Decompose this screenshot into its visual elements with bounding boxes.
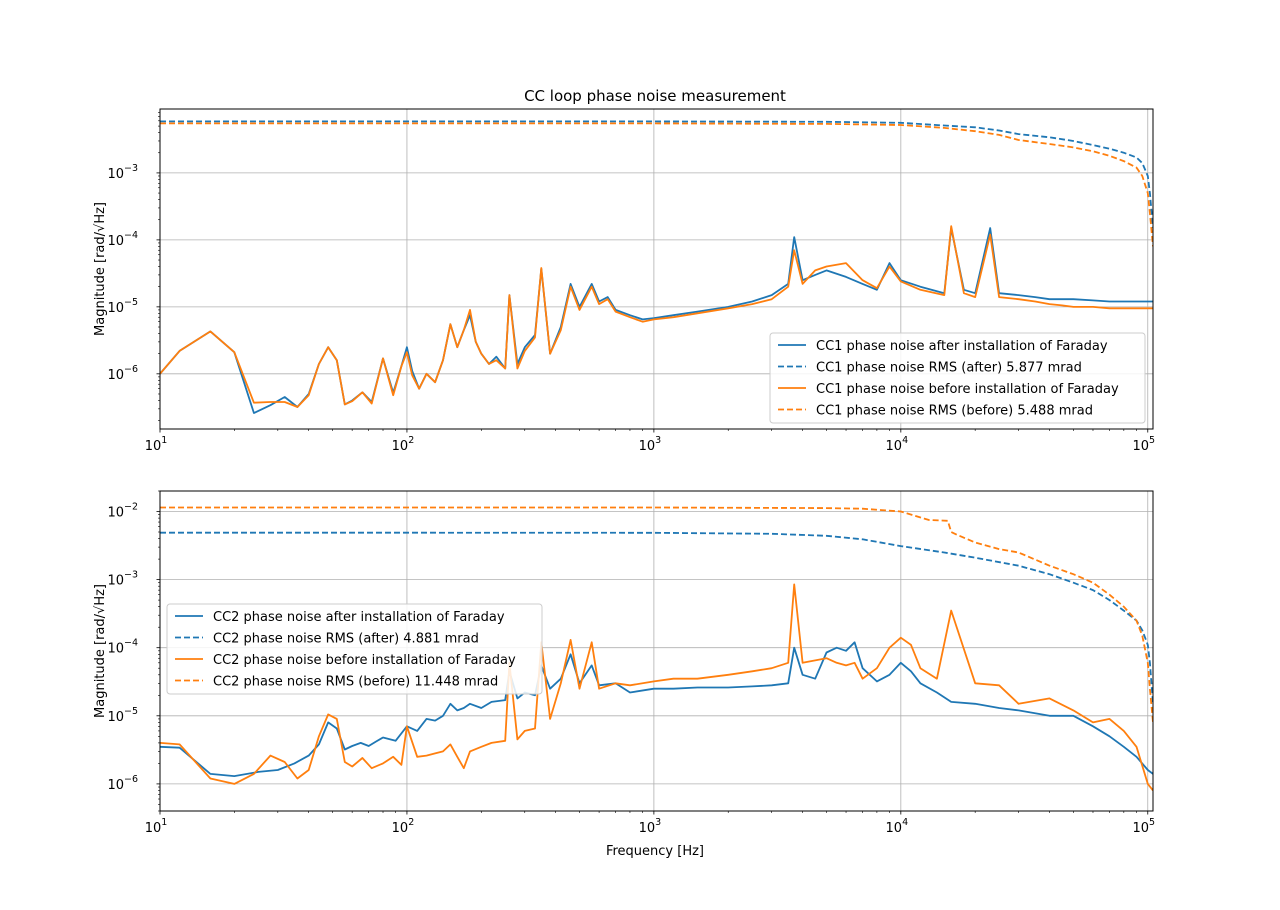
y-tick-base: 10 (107, 167, 124, 182)
x-tick-base: 10 (145, 439, 162, 454)
chart-title: CC loop phase noise measurement (524, 87, 786, 105)
x-tick-label: 105 (1132, 435, 1155, 454)
x-tick-exponent: 1 (161, 435, 167, 446)
y-tick-label: 10−2 (107, 502, 138, 521)
x-tick-base: 10 (639, 821, 656, 836)
x-tick-base: 10 (886, 821, 903, 836)
series-line (160, 506, 1153, 723)
series-line (160, 120, 1153, 229)
legend-box (769, 332, 1146, 424)
legend-label: CC2 phase noise before installation of F… (213, 653, 516, 668)
x-tick-exponent: 4 (902, 817, 908, 828)
top-y-axis-label: Magnitude [rad/√Hz] (93, 202, 108, 336)
y-tick-exponent: −2 (124, 502, 138, 513)
x-tick-exponent: 3 (655, 817, 661, 828)
y-tick-base: 10 (107, 778, 124, 793)
legend-label: CC2 phase noise after installation of Fa… (213, 610, 505, 625)
x-tick-label: 102 (392, 435, 415, 454)
y-tick-base: 10 (107, 710, 124, 725)
bottom-series (160, 506, 1153, 792)
legend-box (166, 603, 543, 695)
legend-label: CC1 phase noise RMS (after) 5.877 mrad (816, 361, 1082, 376)
x-axis-label: Frequency [Hz] (606, 844, 704, 859)
y-tick-base: 10 (107, 574, 124, 589)
x-tick-base: 10 (1132, 439, 1149, 454)
x-tick-base: 10 (392, 821, 409, 836)
y-tick-label: 10−6 (107, 364, 138, 383)
x-tick-label: 103 (639, 817, 662, 836)
x-tick-base: 10 (1132, 821, 1149, 836)
y-tick-base: 10 (107, 642, 124, 657)
y-tick-exponent: −4 (124, 638, 138, 649)
x-tick-exponent: 4 (902, 435, 908, 446)
y-tick-exponent: −6 (124, 364, 138, 375)
y-tick-exponent: −5 (124, 706, 138, 717)
y-tick-base: 10 (107, 506, 124, 521)
x-tick-base: 10 (639, 439, 656, 454)
series-line (160, 122, 1153, 247)
y-tick-label: 10−5 (107, 706, 138, 725)
y-tick-exponent: −3 (124, 570, 138, 581)
y-tick-label: 10−3 (107, 163, 138, 182)
x-tick-label: 104 (886, 435, 909, 454)
legend-label: CC2 phase noise RMS (after) 4.881 mrad (213, 632, 479, 647)
x-tick-label: 105 (1132, 817, 1155, 836)
x-tick-label: 104 (886, 817, 909, 836)
x-tick-label: 102 (392, 817, 415, 836)
x-tick-base: 10 (145, 821, 162, 836)
y-tick-base: 10 (107, 234, 124, 249)
y-tick-exponent: −4 (124, 230, 138, 241)
y-tick-base: 10 (107, 301, 124, 316)
legend-label: CC1 phase noise before installation of F… (816, 382, 1119, 397)
top-plot: CC loop phase noise measurement Magnitud… (93, 87, 1155, 454)
legend-label: CC1 phase noise RMS (before) 5.488 mrad (816, 404, 1093, 419)
legend-label: CC2 phase noise RMS (before) 11.448 mrad (213, 675, 498, 690)
x-tick-base: 10 (886, 439, 903, 454)
x-tick-exponent: 1 (161, 817, 167, 828)
top-axes-frame (159, 108, 1154, 430)
top-series (160, 120, 1153, 414)
y-tick-exponent: −6 (124, 774, 138, 785)
y-tick-exponent: −5 (124, 297, 138, 308)
x-tick-exponent: 5 (1149, 817, 1155, 828)
top-legend: CC1 phase noise after installation of Fa… (769, 332, 1146, 424)
y-tick-label: 10−6 (107, 774, 138, 793)
y-tick-base: 10 (107, 368, 124, 383)
y-tick-label: 10−4 (107, 638, 138, 657)
legend-label: CC1 phase noise after installation of Fa… (816, 339, 1108, 354)
bottom-legend: CC2 phase noise after installation of Fa… (166, 603, 543, 695)
x-tick-label: 101 (145, 817, 168, 836)
series-line (160, 225, 1153, 408)
x-tick-exponent: 3 (655, 435, 661, 446)
y-tick-label: 10−3 (107, 570, 138, 589)
x-tick-base: 10 (392, 439, 409, 454)
x-tick-label: 101 (145, 435, 168, 454)
x-tick-exponent: 5 (1149, 435, 1155, 446)
y-tick-exponent: −3 (124, 163, 138, 174)
x-tick-exponent: 2 (408, 435, 414, 446)
x-tick-label: 103 (639, 435, 662, 454)
series-line (160, 531, 1153, 704)
bottom-plot: Magnitude [rad/√Hz] Frequency [Hz] 101 10… (93, 490, 1155, 859)
y-tick-label: 10−5 (107, 297, 138, 316)
bottom-y-axis-label: Magnitude [rad/√Hz] (93, 584, 108, 718)
x-tick-exponent: 2 (408, 817, 414, 828)
series-line (160, 583, 1153, 792)
y-tick-label: 10−4 (107, 230, 138, 249)
